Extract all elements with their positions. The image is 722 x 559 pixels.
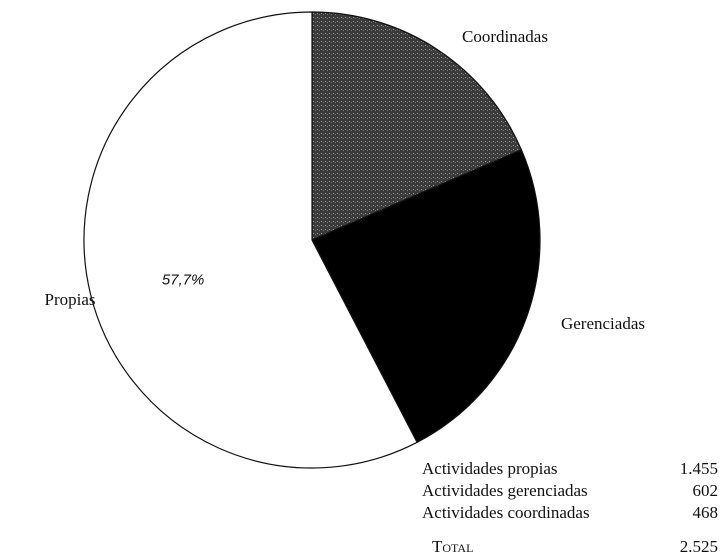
row-value: 1.455 [680,459,718,478]
slice-label: Propias [45,290,96,309]
summary-table: Actividades propias 1.455 Actividades ge… [422,459,718,556]
slice-label: Gerenciadas [561,314,645,333]
percent-label: 57,7% [162,271,205,288]
slice-label: Coordinadas [462,27,548,46]
pie-slice [311,11,523,241]
row-value: 468 [693,503,719,522]
pie-slice [311,149,541,444]
row-label: Actividades propias [422,459,558,478]
pie-slice [83,11,418,469]
row-label: Actividades coordinadas [422,503,590,522]
row-value: 602 [693,481,719,500]
total-value: 2.525 [680,537,718,556]
total-label: Total [432,537,473,556]
row-label: Actividades gerenciadas [422,481,588,500]
